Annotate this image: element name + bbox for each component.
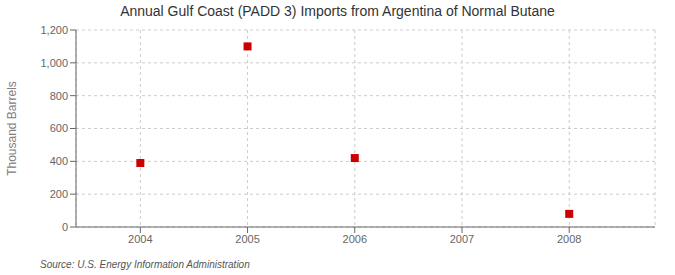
svg-text:2006: 2006 bbox=[343, 233, 367, 245]
html-text:Source: U.S. Energy Informatio: Source: U.S. Energy Information Administ… bbox=[40, 259, 250, 270]
svg-text:1,200: 1,200 bbox=[40, 24, 68, 36]
svg-text:200: 200 bbox=[50, 188, 68, 200]
svg-text:400: 400 bbox=[50, 155, 68, 167]
svg-text:600: 600 bbox=[50, 122, 68, 134]
svg-text:2008: 2008 bbox=[557, 233, 581, 245]
svg-text:0: 0 bbox=[62, 221, 68, 233]
svg-text:2005: 2005 bbox=[235, 233, 259, 245]
html-text:Annual Gulf Coast (PADD 3) Imp: Annual Gulf Coast (PADD 3) Imports from … bbox=[120, 3, 555, 19]
svg-text:2004: 2004 bbox=[128, 233, 152, 245]
svg-text:2007: 2007 bbox=[450, 233, 474, 245]
svg-text:Thousand Barrels: Thousand Barrels bbox=[5, 81, 19, 176]
svg-text:1,000: 1,000 bbox=[40, 57, 68, 69]
svg-text:800: 800 bbox=[50, 90, 68, 102]
